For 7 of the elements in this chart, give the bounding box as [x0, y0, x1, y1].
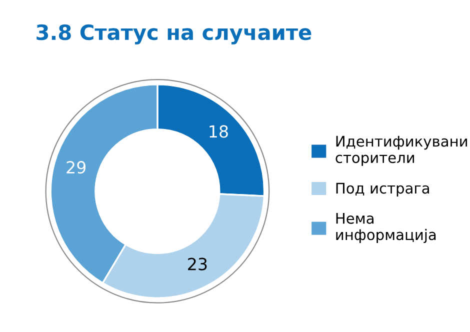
data-label: 29	[66, 161, 86, 174]
chart-title: 3.8 Статус на случаите	[36, 24, 312, 44]
legend-label: Под истрага	[336, 182, 429, 197]
data-label: 18	[210, 125, 228, 138]
legend-label: Идентификувани сторители	[336, 136, 467, 166]
legend-label: Нема информација	[336, 213, 436, 244]
data-label: 23	[188, 258, 207, 270]
